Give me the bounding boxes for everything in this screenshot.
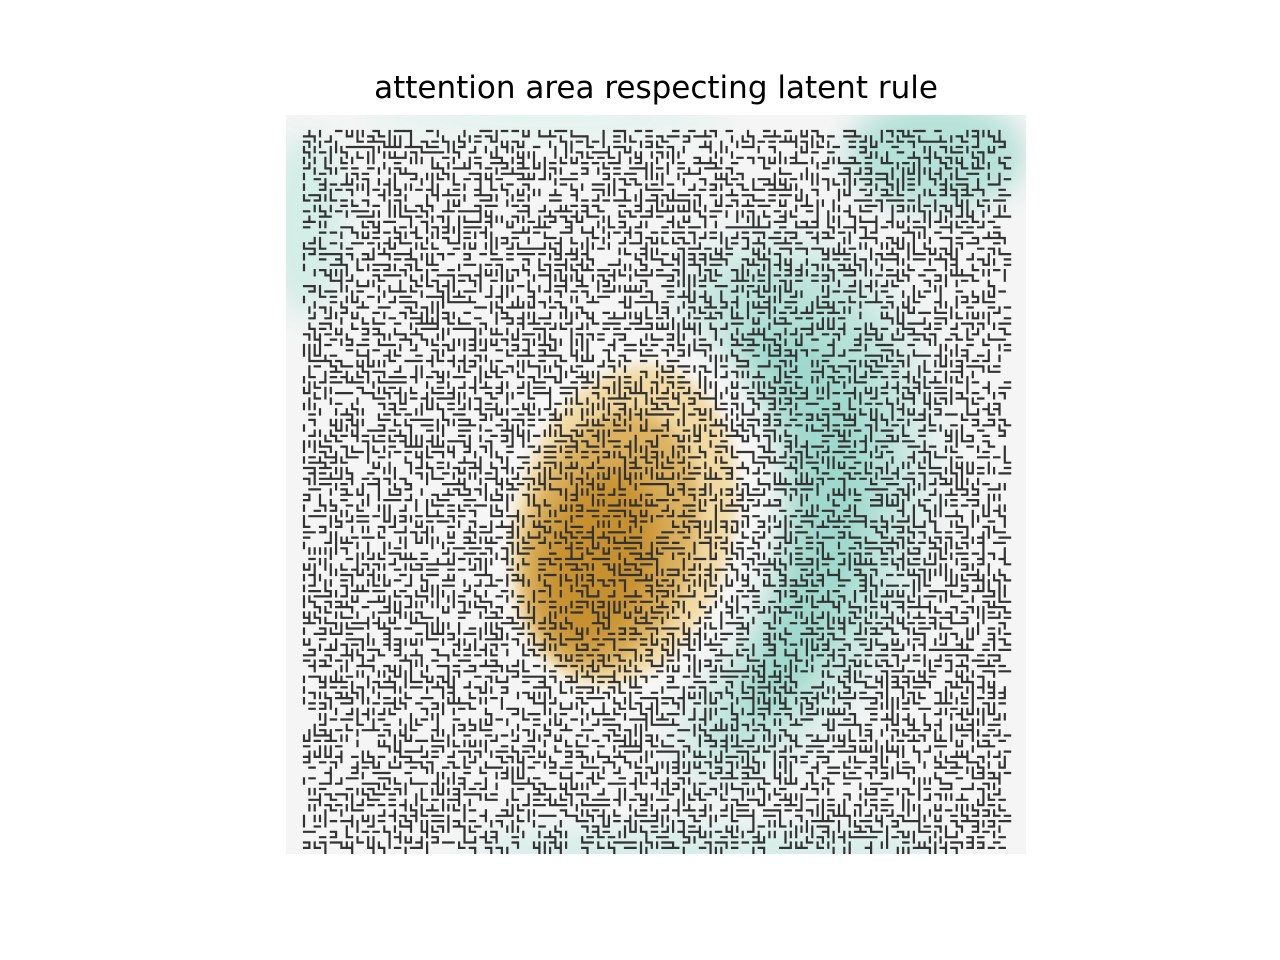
teal-top	[366, 115, 726, 138]
teal-top-right	[846, 115, 1026, 210]
figure-title: attention area respecting latent rule	[374, 70, 938, 106]
maze-walls	[302, 129, 1012, 854]
attention-heatmap	[286, 115, 1026, 854]
maze-pattern	[302, 129, 1012, 854]
